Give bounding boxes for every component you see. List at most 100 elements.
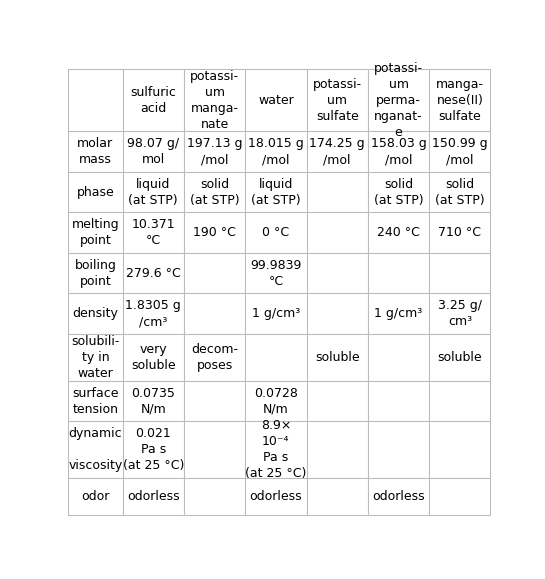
- Text: very
soluble: very soluble: [131, 343, 175, 372]
- Bar: [184, 294, 245, 334]
- Bar: [306, 69, 368, 131]
- Text: odorless: odorless: [250, 490, 302, 503]
- Bar: [429, 172, 490, 212]
- Bar: [245, 212, 306, 253]
- Bar: [123, 172, 184, 212]
- Text: manga-
nese(II)
sulfate: manga- nese(II) sulfate: [436, 78, 484, 123]
- Bar: [368, 69, 429, 131]
- Text: potassi-
um
perma-
nganat-
e: potassi- um perma- nganat- e: [374, 62, 423, 139]
- Bar: [184, 131, 245, 172]
- Text: 174.25 g
/mol: 174.25 g /mol: [310, 137, 365, 166]
- Text: 8.9×
10⁻⁴
Pa s
(at 25 °C): 8.9× 10⁻⁴ Pa s (at 25 °C): [245, 419, 306, 481]
- Bar: [306, 381, 368, 422]
- Bar: [368, 381, 429, 422]
- Text: solid
(at STP): solid (at STP): [374, 178, 423, 207]
- Bar: [123, 381, 184, 422]
- Text: sulfuric
acid: sulfuric acid: [130, 86, 176, 115]
- Text: potassi-
um
manga-
nate: potassi- um manga- nate: [190, 70, 239, 131]
- Text: solubili-
ty in
water: solubili- ty in water: [71, 335, 119, 380]
- Text: boiling
point: boiling point: [75, 259, 116, 288]
- Text: water: water: [258, 94, 294, 107]
- Bar: [368, 172, 429, 212]
- Text: 1 g/cm³: 1 g/cm³: [252, 307, 300, 320]
- Bar: [68, 334, 123, 381]
- Bar: [184, 253, 245, 294]
- Bar: [184, 212, 245, 253]
- Text: molar
mass: molar mass: [77, 137, 113, 166]
- Bar: [306, 294, 368, 334]
- Bar: [184, 334, 245, 381]
- Bar: [306, 172, 368, 212]
- Text: 279.6 °C: 279.6 °C: [126, 266, 180, 280]
- Bar: [245, 422, 306, 478]
- Bar: [184, 69, 245, 131]
- Text: 197.13 g
/mol: 197.13 g /mol: [187, 137, 243, 166]
- Bar: [245, 381, 306, 422]
- Text: 0 °C: 0 °C: [262, 226, 289, 239]
- Text: odor: odor: [81, 490, 110, 503]
- Bar: [429, 212, 490, 253]
- Bar: [123, 422, 184, 478]
- Bar: [123, 131, 184, 172]
- Bar: [68, 381, 123, 422]
- Bar: [68, 478, 123, 515]
- Text: 240 °C: 240 °C: [377, 226, 420, 239]
- Text: 0.021
Pa s
(at 25 °C): 0.021 Pa s (at 25 °C): [123, 427, 184, 472]
- Bar: [68, 294, 123, 334]
- Bar: [306, 334, 368, 381]
- Bar: [245, 69, 306, 131]
- Bar: [245, 172, 306, 212]
- Bar: [368, 478, 429, 515]
- Bar: [68, 422, 123, 478]
- Bar: [123, 294, 184, 334]
- Bar: [429, 478, 490, 515]
- Bar: [368, 334, 429, 381]
- Text: solid
(at STP): solid (at STP): [190, 178, 239, 207]
- Bar: [429, 381, 490, 422]
- Bar: [368, 212, 429, 253]
- Bar: [245, 334, 306, 381]
- Bar: [245, 253, 306, 294]
- Bar: [245, 294, 306, 334]
- Text: phase: phase: [76, 185, 114, 199]
- Bar: [429, 69, 490, 131]
- Bar: [184, 381, 245, 422]
- Text: decom-
poses: decom- poses: [191, 343, 238, 372]
- Text: 0.0735
N/m: 0.0735 N/m: [131, 387, 175, 416]
- Text: 710 °C: 710 °C: [438, 226, 481, 239]
- Bar: [368, 131, 429, 172]
- Bar: [68, 131, 123, 172]
- Bar: [123, 478, 184, 515]
- Text: 99.9839
°C: 99.9839 °C: [250, 259, 301, 288]
- Bar: [123, 69, 184, 131]
- Bar: [184, 422, 245, 478]
- Bar: [429, 422, 490, 478]
- Text: potassi-
um
sulfate: potassi- um sulfate: [313, 78, 362, 123]
- Text: 10.371
°C: 10.371 °C: [131, 218, 175, 247]
- Bar: [368, 294, 429, 334]
- Text: 1.8305 g
/cm³: 1.8305 g /cm³: [125, 299, 181, 328]
- Bar: [123, 212, 184, 253]
- Text: 3.25 g/
cm³: 3.25 g/ cm³: [438, 299, 482, 328]
- Text: 150.99 g
/mol: 150.99 g /mol: [432, 137, 488, 166]
- Text: 18.015 g
/mol: 18.015 g /mol: [248, 137, 304, 166]
- Text: 0.0728
N/m: 0.0728 N/m: [254, 387, 298, 416]
- Bar: [429, 131, 490, 172]
- Bar: [306, 422, 368, 478]
- Text: odorless: odorless: [127, 490, 179, 503]
- Bar: [68, 69, 123, 131]
- Text: melting
point: melting point: [71, 218, 119, 247]
- Bar: [123, 334, 184, 381]
- Bar: [429, 253, 490, 294]
- Text: liquid
(at STP): liquid (at STP): [251, 178, 301, 207]
- Text: 158.03 g
/mol: 158.03 g /mol: [371, 137, 426, 166]
- Bar: [306, 212, 368, 253]
- Text: 98.07 g/
mol: 98.07 g/ mol: [127, 137, 179, 166]
- Bar: [368, 253, 429, 294]
- Bar: [429, 334, 490, 381]
- Bar: [306, 253, 368, 294]
- Bar: [306, 478, 368, 515]
- Bar: [245, 478, 306, 515]
- Text: density: density: [72, 307, 118, 320]
- Bar: [68, 253, 123, 294]
